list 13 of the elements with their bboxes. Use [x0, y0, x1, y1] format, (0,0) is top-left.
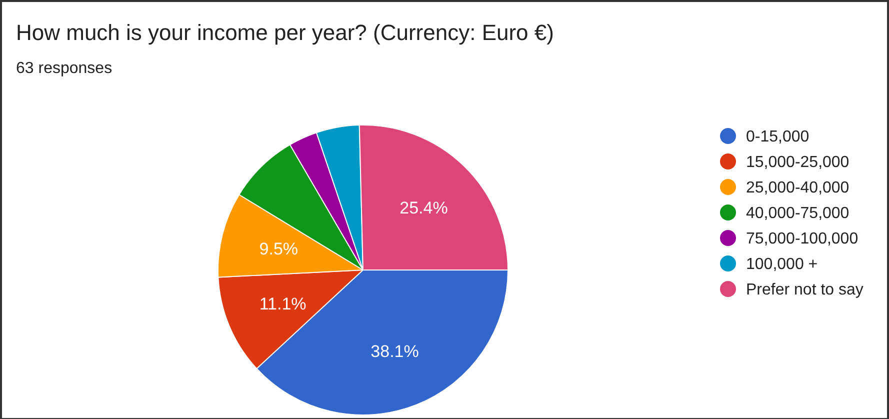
- legend-label: 25,000-40,000: [746, 180, 850, 197]
- legend-label: 15,000-25,000: [746, 154, 850, 172]
- legend-label: 100,000 +: [746, 256, 818, 274]
- data-label: 25.4%: [400, 198, 448, 218]
- data-label: 38.1%: [370, 342, 419, 361]
- legend-label: 0-15,000: [746, 128, 810, 146]
- data-label: 11.1%: [259, 294, 306, 314]
- chart-title: How much is your income per year? (Currency: Euro €): [16, 20, 554, 45]
- legend-label: 40,000-75,000: [746, 205, 850, 222]
- legend-label: Prefer not to say: [746, 282, 864, 299]
- text: 63 responses: [16, 60, 112, 77]
- legend-label: 75,000-100,000: [746, 230, 858, 248]
- data-label: 9.5%: [259, 240, 298, 259]
